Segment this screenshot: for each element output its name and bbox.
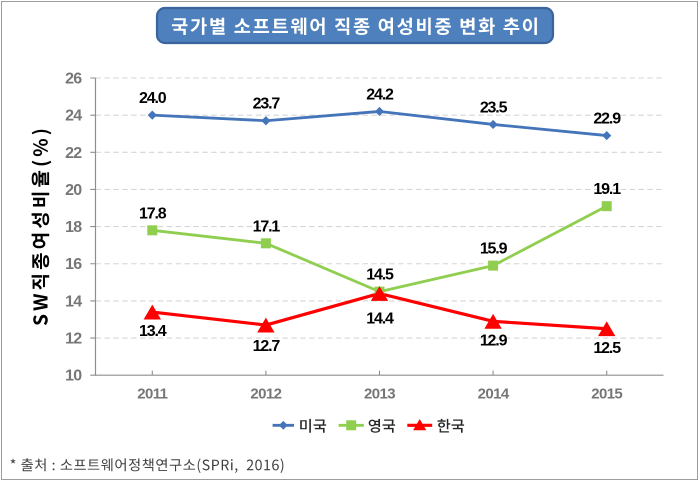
svg-text:14.5: 14.5 xyxy=(366,267,394,284)
svg-text:14.4: 14.4 xyxy=(366,310,394,327)
svg-text:2012: 2012 xyxy=(250,386,281,403)
svg-text:2013: 2013 xyxy=(364,386,395,403)
svg-text:15.9: 15.9 xyxy=(480,241,508,258)
svg-text:2011: 2011 xyxy=(137,386,167,403)
svg-text:12: 12 xyxy=(65,331,82,348)
svg-text:23.7: 23.7 xyxy=(253,96,281,113)
svg-text:12.5: 12.5 xyxy=(593,340,621,357)
svg-text:24.0: 24.0 xyxy=(139,90,167,107)
svg-text:13.4: 13.4 xyxy=(139,323,167,340)
svg-text:26: 26 xyxy=(65,71,82,88)
svg-text:24: 24 xyxy=(65,108,82,125)
svg-text:10: 10 xyxy=(65,368,82,385)
svg-text:18: 18 xyxy=(65,219,82,236)
svg-text:14: 14 xyxy=(65,293,82,310)
svg-text:12.7: 12.7 xyxy=(253,338,281,355)
svg-text:22.9: 22.9 xyxy=(593,111,621,128)
svg-text:2015: 2015 xyxy=(591,386,622,403)
svg-text:12.9: 12.9 xyxy=(480,332,508,349)
svg-text:23.5: 23.5 xyxy=(480,99,508,116)
svg-text:17.8: 17.8 xyxy=(139,205,167,222)
svg-text:16: 16 xyxy=(65,256,82,273)
svg-text:17.1: 17.1 xyxy=(253,218,281,235)
svg-text:19.1: 19.1 xyxy=(593,181,621,198)
svg-text:22: 22 xyxy=(65,145,82,162)
svg-text:2014: 2014 xyxy=(478,386,510,403)
svg-text:20: 20 xyxy=(65,182,82,199)
svg-text:24.2: 24.2 xyxy=(366,86,394,103)
